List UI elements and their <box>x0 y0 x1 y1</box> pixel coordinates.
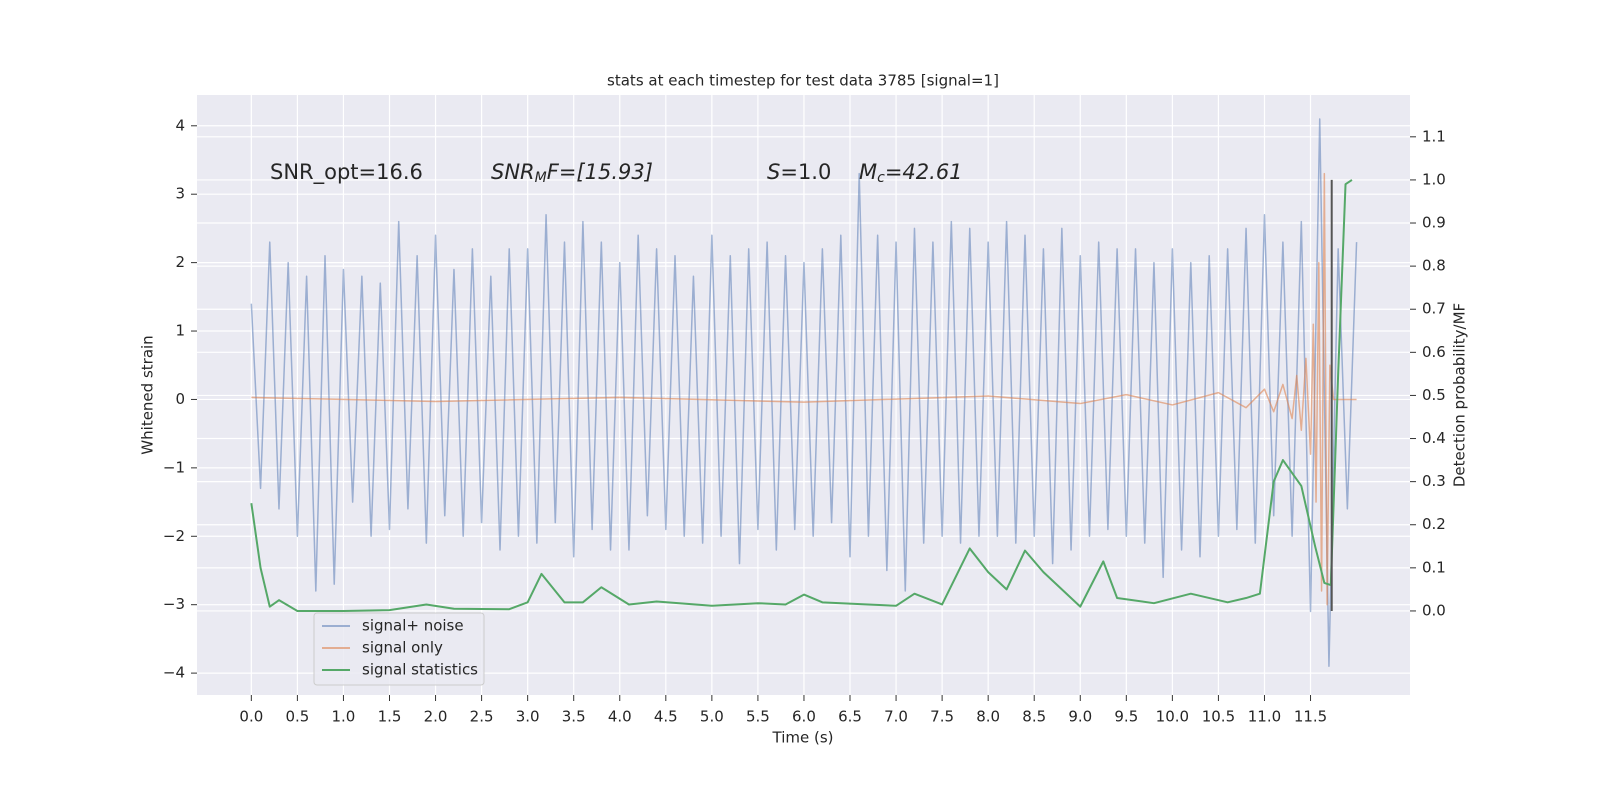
y2-tick-label: 0.1 <box>1422 558 1446 576</box>
annotation-rest: =42.61 <box>885 160 963 184</box>
annotation-text: SNR_opt=16.6 <box>270 160 423 185</box>
series-line <box>250 179 1353 612</box>
x-tick-label: 7.5 <box>930 708 954 726</box>
legend-label: signal statistics <box>362 661 478 679</box>
annotation-rest: =1.0 <box>780 160 831 184</box>
y2-tick-label: 0.9 <box>1422 214 1446 232</box>
y2-tick-label: 0.0 <box>1422 601 1446 619</box>
x-tick-label: 11.0 <box>1248 708 1281 726</box>
x-tick-label: 4.0 <box>608 708 632 726</box>
x-tick-label: 9.5 <box>1114 708 1138 726</box>
y-tick-label: 4 <box>175 116 185 134</box>
y-tick-label: −3 <box>163 595 185 613</box>
x-tick-label: 2.0 <box>424 708 448 726</box>
x-tick-label: 10.5 <box>1202 708 1235 726</box>
annotation-sub: c <box>877 170 885 186</box>
x-tick-label: 7.0 <box>884 708 908 726</box>
legend-label: signal+ noise <box>362 617 464 635</box>
x-tick-label: 0.0 <box>239 708 263 726</box>
x-tick-label: 5.0 <box>700 708 724 726</box>
labels: 0.0 0.5 1.0 1.5 2.0 2.5 3.0 3.5 4.0 4.5 5.0 5.5 6.0 6… <box>163 116 1446 725</box>
series-line <box>251 172 1357 606</box>
y-tick-label: −4 <box>163 664 185 682</box>
y-axis-label: Whitened strain <box>139 335 157 454</box>
y2-axis-label: Detection probability/MF <box>1451 303 1469 487</box>
y-tick-label: −2 <box>163 527 185 545</box>
x-tick-label: 8.5 <box>1022 708 1046 726</box>
x-tick-label: 5.5 <box>746 708 770 726</box>
legend-label: signal only <box>362 639 443 657</box>
x-tick-label: 10.0 <box>1156 708 1189 726</box>
series-line <box>250 118 1358 668</box>
grid <box>197 95 1410 695</box>
annotation-text: SNR <box>491 160 535 184</box>
y2-tick-label: 1.1 <box>1422 127 1446 145</box>
y2-tick-label: 0.4 <box>1422 429 1446 447</box>
y2-tick-label: 0.6 <box>1422 343 1446 361</box>
annotation-text: S <box>767 160 780 184</box>
marks <box>250 118 1358 668</box>
y2-tick-label: 0.8 <box>1422 257 1446 275</box>
x-tick-label: 6.0 <box>792 708 816 726</box>
annotation-text: M <box>859 160 877 184</box>
x-tick-label: 1.5 <box>378 708 402 726</box>
annotation: SNR_opt=16.6 <box>270 160 423 185</box>
x-tick-label: 3.0 <box>516 708 540 726</box>
annotation: S=1.0 <box>767 160 831 184</box>
annotation: SNRMF=[15.93] <box>491 160 653 186</box>
annotation-sub: M <box>535 170 547 186</box>
x-tick-label: 11.5 <box>1294 708 1327 726</box>
y2-tick-label: 1.0 <box>1422 170 1446 188</box>
x-axis-label: Time (s) <box>772 729 834 747</box>
chart-title: stats at each timestep for test data 378… <box>607 72 999 90</box>
x-tick-label: 6.5 <box>838 708 862 726</box>
y-tick-label: −1 <box>163 458 185 476</box>
x-tick-label: 3.5 <box>562 708 586 726</box>
x-tick-label: 4.5 <box>654 708 678 726</box>
y2-tick-label: 0.2 <box>1422 515 1446 533</box>
y-tick-label: 1 <box>175 322 185 340</box>
x-tick-label: 2.5 <box>470 708 494 726</box>
y2-tick-label: 0.3 <box>1422 472 1446 490</box>
y-tick-label: 2 <box>175 253 185 271</box>
annotation-rest: F=[15.93] <box>547 160 653 184</box>
x-tick-label: 9.0 <box>1068 708 1092 726</box>
y2-tick-label: 0.7 <box>1422 300 1446 318</box>
y-tick-label: 0 <box>175 390 185 408</box>
x-tick-label: 1.0 <box>332 708 356 726</box>
legend-box <box>313 612 485 686</box>
y2-tick-label: 0.5 <box>1422 386 1446 404</box>
x-tick-label: 0.5 <box>285 708 309 726</box>
annotation: Mc=42.61 <box>859 160 963 186</box>
y-tick-label: 3 <box>175 185 185 203</box>
x-tick-label: 8.0 <box>976 708 1000 726</box>
